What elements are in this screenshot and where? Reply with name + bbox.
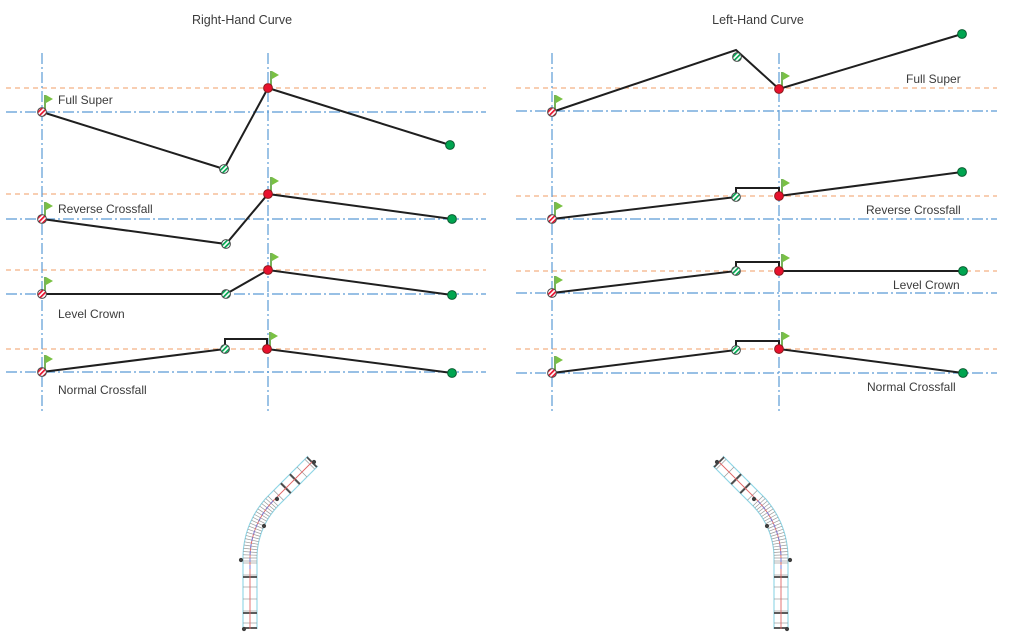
flag-icon <box>46 202 53 210</box>
road-edge-line <box>242 455 309 629</box>
hatched-green-marker <box>219 164 229 174</box>
road-edge-line <box>712 465 775 629</box>
station-marker <box>751 496 757 502</box>
section-polyline <box>551 261 963 294</box>
right-hand-section-row <box>37 253 457 300</box>
hatched-red-marker <box>547 288 557 298</box>
station-marker <box>787 557 793 563</box>
flag-icon <box>556 202 563 210</box>
section-polyline <box>41 86 451 171</box>
right-hand-section-row <box>37 332 457 378</box>
hatched-red-marker <box>37 367 47 377</box>
hatched-green-marker <box>731 345 741 355</box>
road-centerline <box>249 460 314 629</box>
flag-icon <box>556 276 563 284</box>
hatched-red-marker <box>37 214 47 224</box>
green-point-marker <box>447 214 457 224</box>
flag-icon <box>556 95 563 103</box>
red-point-marker <box>263 189 273 199</box>
road-edge-line <box>256 465 319 629</box>
green-point-marker <box>957 167 967 177</box>
panel-left-hand <box>516 29 997 413</box>
flag-icon <box>783 254 790 262</box>
station-marker <box>714 459 720 465</box>
lane-guide-dashed <box>753 496 782 569</box>
row-label-level-crown-lh: Level Crown <box>893 278 960 292</box>
row-label-reverse-crossfall-rh: Reverse Crossfall <box>58 202 153 216</box>
row-label-full-super-lh: Full Super <box>906 72 961 86</box>
green-point-marker <box>958 368 968 378</box>
green-point-marker <box>957 29 967 39</box>
hatched-red-marker <box>37 107 47 117</box>
hatched-green-marker <box>220 344 230 354</box>
flag-icon <box>46 277 53 285</box>
section-polyline <box>551 171 963 220</box>
panel-title-right-hand: Right-Hand Curve <box>191 13 293 27</box>
flag-icon <box>783 179 790 187</box>
row-label-normal-crossfall-rh: Normal Crossfall <box>58 383 147 397</box>
red-point-marker <box>263 265 273 275</box>
right-hand-section-row <box>37 177 457 249</box>
flag-icon <box>46 355 53 363</box>
left-hand-section-row <box>547 254 968 298</box>
section-polyline <box>42 268 453 296</box>
hatched-green-marker <box>731 266 741 276</box>
green-point-marker <box>445 140 455 150</box>
flag-icon <box>271 332 278 340</box>
green-point-marker <box>447 290 457 300</box>
red-point-marker <box>774 266 784 276</box>
road-centerline <box>717 460 782 629</box>
hatched-red-marker <box>547 214 557 224</box>
flag-icon <box>272 253 279 261</box>
left-hand-section-row <box>547 167 967 224</box>
flag-icon <box>272 71 279 79</box>
station-marker <box>274 496 280 502</box>
hatched-green-marker <box>221 289 231 299</box>
panel-title-left-hand: Left-Hand Curve <box>712 13 804 27</box>
panel-right-hand <box>6 53 486 413</box>
station-marker <box>764 523 770 529</box>
left-hand-section-row <box>547 29 967 117</box>
row-label-level-crown-rh: Level Crown <box>58 307 125 321</box>
section-polyline <box>41 338 453 374</box>
green-point-marker <box>447 368 457 378</box>
right-hand-section-row <box>37 71 455 174</box>
red-point-marker <box>774 344 784 354</box>
road-edge-line <box>722 455 789 629</box>
red-point-marker <box>263 83 273 93</box>
left-hand-curve-plan <box>712 455 793 632</box>
flag-icon <box>46 95 53 103</box>
hatched-green-marker <box>731 192 741 202</box>
station-marker <box>241 626 247 632</box>
hatched-red-marker <box>37 289 47 299</box>
left-hand-section-row <box>547 332 968 378</box>
station-marker <box>784 626 790 632</box>
green-point-marker <box>958 266 968 276</box>
hatched-red-marker <box>547 107 557 117</box>
flag-icon <box>783 72 790 80</box>
flag-icon <box>556 356 563 364</box>
hatched-green-marker <box>732 52 742 62</box>
lane-guide-dashed <box>249 496 278 569</box>
section-polyline <box>551 33 963 113</box>
row-label-normal-crossfall-lh: Normal Crossfall <box>867 380 956 394</box>
hatched-red-marker <box>547 368 557 378</box>
red-point-marker <box>774 84 784 94</box>
station-marker <box>238 557 244 563</box>
section-polyline <box>551 340 964 374</box>
row-label-reverse-crossfall-lh: Reverse Crossfall <box>866 203 961 217</box>
hatched-green-marker <box>221 239 231 249</box>
flag-icon <box>783 332 790 340</box>
right-hand-curve-plan <box>238 455 319 632</box>
station-marker <box>311 459 317 465</box>
flag-icon <box>272 177 279 185</box>
row-label-full-super-rh: Full Super <box>58 93 113 107</box>
station-marker <box>261 523 267 529</box>
red-point-marker <box>774 191 784 201</box>
red-point-marker <box>262 344 272 354</box>
section-polyline <box>41 192 453 246</box>
